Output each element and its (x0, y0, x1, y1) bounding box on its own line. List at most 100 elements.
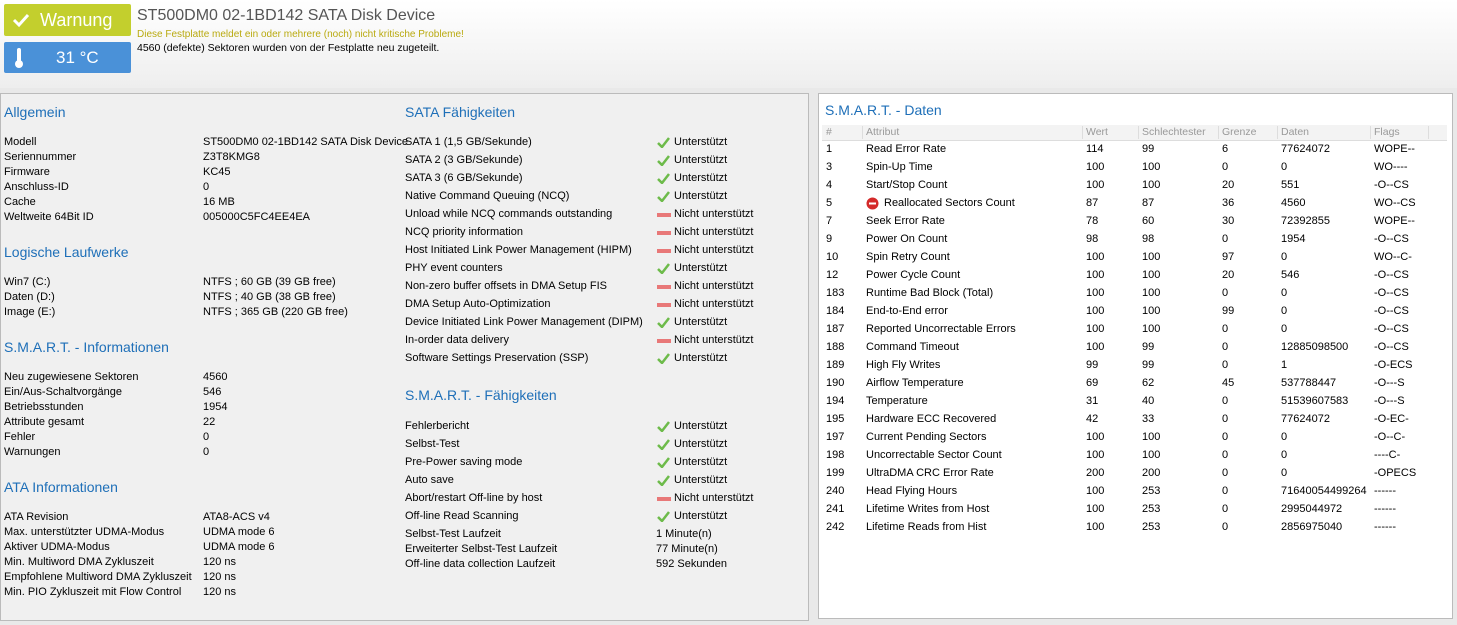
table-cell: -O--CS (1374, 287, 1409, 299)
table-cell: 242 (826, 521, 845, 533)
field-label: ATA Revision (4, 511, 69, 523)
cross-icon (657, 493, 671, 507)
table-cell: 45 (1222, 377, 1235, 389)
section-title: S.M.A.R.T. - Fähigkeiten (405, 387, 557, 403)
table-cell: 12 (826, 269, 839, 281)
field-value: NTFS ; 365 GB (220 GB free) (203, 306, 348, 318)
table-cell: Lifetime Writes from Host (866, 503, 990, 515)
right-panel (818, 93, 1453, 619)
table-cell: 62 (1142, 377, 1155, 389)
table-cell: 100 (1142, 305, 1161, 317)
field-value: ST500DM0 02-1BD142 SATA Disk Device (203, 136, 409, 148)
table-cell: 0 (1222, 449, 1229, 461)
table-cell: 100 (1142, 251, 1161, 263)
field-value: 4560 (203, 371, 228, 383)
table-cell: 0 (1222, 359, 1229, 371)
time-value: 592 Sekunden (656, 558, 727, 570)
table-cell: ----C- (1374, 449, 1401, 461)
cap-label: SATA 3 (6 GB/Sekunde) (405, 172, 523, 184)
cross-icon (657, 299, 671, 313)
table-cell: 187 (826, 323, 845, 335)
table-cell: 9 (826, 233, 833, 245)
field-value: UDMA mode 6 (203, 526, 275, 538)
table-cell: Hardware ECC Recovered (866, 413, 997, 425)
table-cell: 240 (826, 485, 845, 497)
column-header: Daten (1281, 126, 1310, 138)
field-label: Attribute gesamt (4, 416, 85, 428)
table-cell: 100 (1142, 431, 1161, 443)
table-cell: 99 (1142, 359, 1155, 371)
cap-status: Unterstützt (674, 510, 728, 522)
field-label: Min. PIO Zykluszeit mit Flow Control (4, 586, 182, 598)
field-value: 0 (203, 181, 210, 193)
table-cell: 71640054499264 (1281, 485, 1367, 497)
table-cell: WO--C- (1374, 251, 1412, 263)
table-cell: 0 (1281, 467, 1288, 479)
cap-status: Unterstützt (674, 262, 728, 274)
field-label: Ein/Aus-Schaltvorgänge (4, 386, 123, 398)
table-cell: 100 (1142, 287, 1161, 299)
table-cell: 100 (1142, 161, 1161, 173)
check-icon (12, 13, 30, 28)
column-separator (862, 126, 863, 139)
field-label: Betriebsstunden (4, 401, 84, 413)
field-label: Cache (4, 196, 36, 208)
left-panel (0, 93, 809, 621)
table-cell: 99 (1142, 341, 1155, 353)
table-cell: -O-EC- (1374, 413, 1409, 425)
cap-label: Software Settings Preservation (SSP) (405, 352, 589, 364)
table-cell: UltraDMA CRC Error Rate (866, 467, 994, 479)
table-cell: 253 (1142, 521, 1161, 533)
check-icon (657, 173, 670, 187)
table-cell: 0 (1222, 413, 1229, 425)
field-label: Max. unterstützter UDMA-Modus (4, 526, 165, 538)
table-cell: 72392855 (1281, 215, 1330, 227)
table-cell: Current Pending Sectors (866, 431, 987, 443)
table-cell: Power Cycle Count (866, 269, 961, 281)
cap-status: Nicht unterstützt (674, 334, 754, 346)
table-cell: 200 (1086, 467, 1105, 479)
column-separator (1277, 126, 1278, 139)
table-cell: 197 (826, 431, 845, 443)
cap-status: Nicht unterstützt (674, 280, 754, 292)
alert-icon (866, 197, 879, 213)
table-cell: 77624072 (1281, 413, 1330, 425)
check-icon (657, 353, 670, 367)
field-value: 1954 (203, 401, 228, 413)
column-header: Flags (1374, 126, 1400, 138)
field-label: Weltweite 64Bit ID (4, 211, 94, 223)
table-cell: 188 (826, 341, 845, 353)
column-header: Attribut (866, 126, 900, 138)
table-cell: 20 (1222, 179, 1235, 191)
field-label: Modell (4, 136, 37, 148)
table-cell: 100 (1086, 341, 1105, 353)
field-value: 120 ns (203, 571, 237, 583)
table-cell: 0 (1222, 341, 1229, 353)
table-cell: 51539607583 (1281, 395, 1349, 407)
table-cell: ------ (1374, 521, 1396, 533)
field-label: Image (E:) (4, 306, 56, 318)
table-cell: 100 (1086, 269, 1105, 281)
cap-label: Auto save (405, 474, 454, 486)
status-badge: Warnung (4, 4, 131, 36)
table-cell: 0 (1222, 233, 1229, 245)
check-icon (657, 317, 670, 331)
table-header-bg (822, 125, 1447, 141)
table-cell: 194 (826, 395, 845, 407)
table-cell: -O--CS (1374, 341, 1409, 353)
section-title: Logische Laufwerke (4, 244, 129, 260)
field-value: KC45 (203, 166, 231, 178)
table-cell: 1 (1281, 359, 1288, 371)
table-cell: 100 (1086, 161, 1105, 173)
column-separator (1370, 126, 1371, 139)
field-label: Anschluss-ID (4, 181, 69, 193)
table-cell: Start/Stop Count (866, 179, 948, 191)
check-icon (657, 263, 670, 277)
cap-status: Unterstützt (674, 136, 728, 148)
table-cell: 2856975040 (1281, 521, 1343, 533)
field-label: Empfohlene Multiword DMA Zykluszeit (4, 571, 192, 583)
table-cell: 114 (1086, 143, 1104, 155)
warning-text: Diese Festplatte meldet ein oder mehrere… (137, 29, 464, 40)
table-cell: -O--CS (1374, 323, 1409, 335)
column-separator (1218, 126, 1219, 139)
